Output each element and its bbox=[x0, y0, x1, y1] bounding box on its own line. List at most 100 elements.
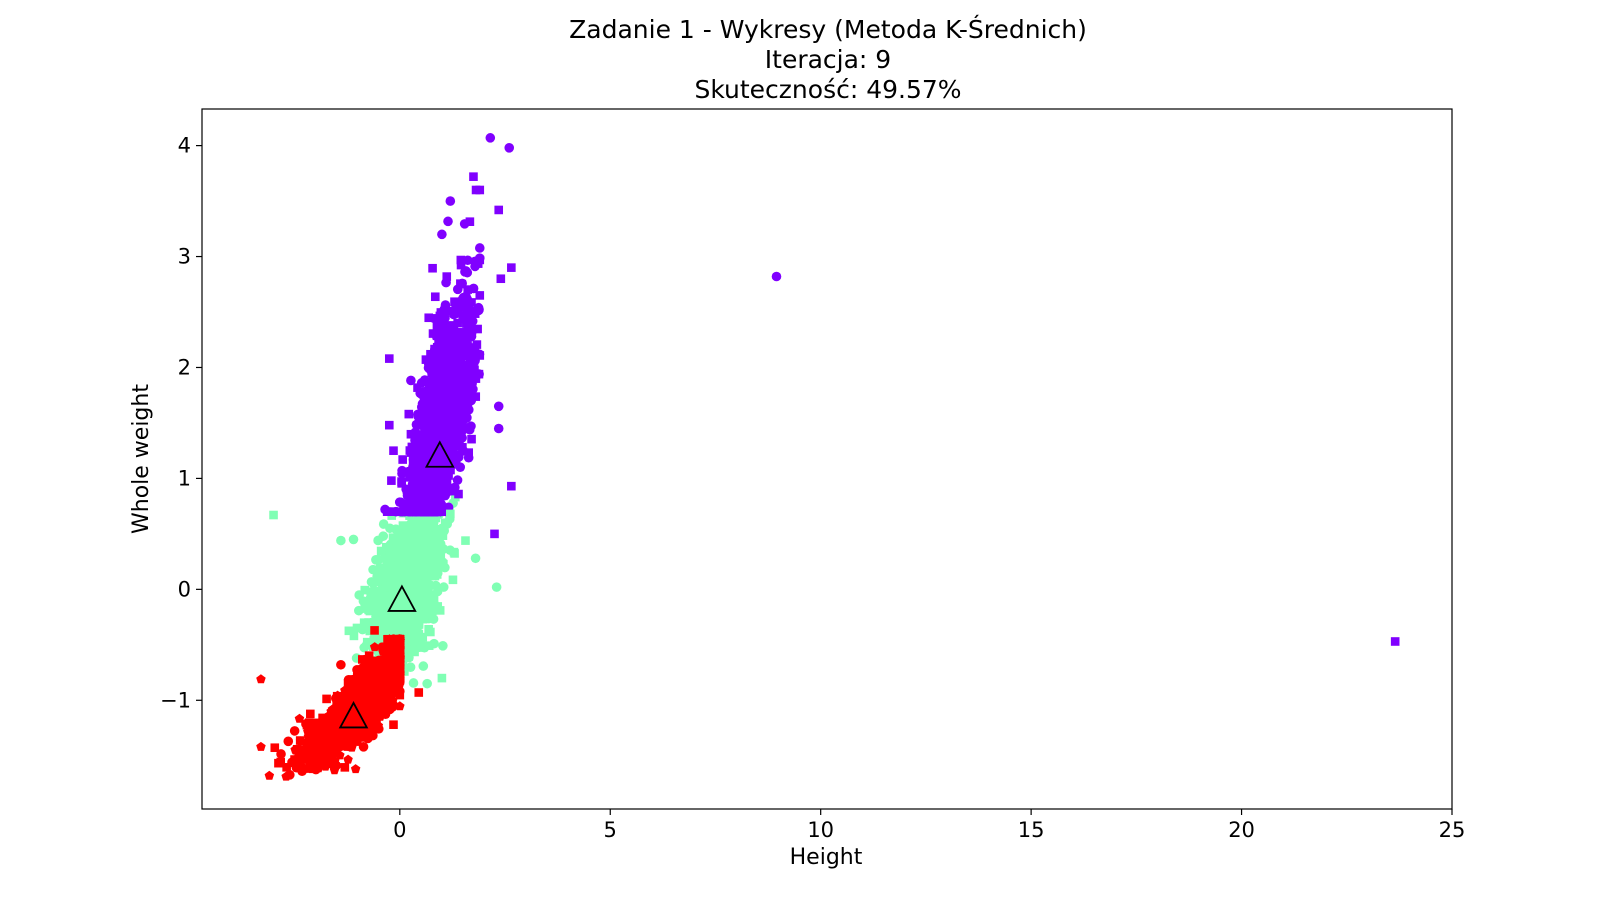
data-point bbox=[408, 593, 418, 602]
data-point bbox=[343, 679, 353, 688]
data-point bbox=[428, 614, 439, 624]
data-point bbox=[395, 507, 404, 516]
data-point bbox=[314, 736, 323, 746]
data-point bbox=[443, 425, 453, 436]
data-point bbox=[438, 436, 447, 445]
data-point bbox=[440, 371, 451, 382]
data-point bbox=[384, 354, 394, 363]
data-point bbox=[444, 364, 455, 374]
data-point bbox=[427, 368, 436, 378]
data-point bbox=[456, 260, 466, 270]
data-point bbox=[433, 602, 443, 611]
data-point bbox=[491, 582, 502, 592]
data-point bbox=[389, 446, 398, 455]
data-point bbox=[460, 351, 470, 361]
data-point bbox=[463, 341, 472, 350]
data-point bbox=[311, 729, 321, 739]
data-point bbox=[348, 534, 359, 545]
data-point bbox=[371, 555, 381, 565]
data-point bbox=[470, 553, 481, 564]
data-point bbox=[432, 331, 442, 341]
data-point bbox=[429, 638, 439, 649]
data-point bbox=[382, 597, 392, 608]
data-point bbox=[389, 685, 400, 696]
data-point bbox=[413, 383, 422, 392]
y-tick-label: 3 bbox=[178, 245, 191, 269]
data-point bbox=[424, 582, 433, 592]
data-point bbox=[475, 291, 485, 300]
data-point bbox=[436, 363, 446, 374]
x-tick-label: 0 bbox=[393, 818, 406, 842]
data-point bbox=[357, 624, 368, 635]
data-point bbox=[395, 656, 405, 666]
data-point bbox=[426, 512, 435, 521]
data-point bbox=[438, 582, 449, 592]
data-point bbox=[470, 309, 480, 318]
data-point bbox=[428, 419, 438, 429]
data-point bbox=[349, 631, 359, 641]
data-point bbox=[413, 643, 423, 652]
data-point bbox=[465, 217, 475, 226]
data-point bbox=[445, 397, 456, 407]
data-point bbox=[460, 332, 471, 343]
data-point bbox=[452, 333, 462, 342]
data-point bbox=[369, 663, 379, 672]
data-point bbox=[276, 749, 286, 759]
data-point bbox=[433, 531, 443, 541]
data-point bbox=[471, 392, 481, 401]
data-point bbox=[400, 558, 410, 567]
data-point bbox=[380, 692, 390, 702]
y-axis-label: Whole weight bbox=[129, 384, 154, 534]
data-point bbox=[304, 734, 315, 745]
data-point bbox=[420, 506, 431, 517]
data-point bbox=[437, 673, 447, 683]
data-point bbox=[406, 375, 416, 386]
data-point bbox=[421, 355, 431, 364]
data-point bbox=[467, 298, 476, 307]
data-point bbox=[460, 382, 470, 392]
data-point bbox=[316, 729, 326, 740]
data-point bbox=[771, 271, 782, 282]
data-point bbox=[426, 627, 435, 637]
data-point bbox=[282, 763, 291, 772]
data-point bbox=[436, 489, 447, 499]
data-point bbox=[389, 645, 399, 654]
data-point bbox=[422, 557, 432, 566]
data-point bbox=[437, 229, 447, 240]
points-layer bbox=[256, 133, 1400, 781]
data-point bbox=[311, 764, 321, 775]
data-point bbox=[493, 423, 504, 434]
data-point bbox=[343, 754, 353, 764]
data-point bbox=[440, 300, 451, 310]
data-point bbox=[458, 442, 467, 452]
data-point bbox=[417, 537, 426, 547]
plot-area-frame bbox=[201, 108, 1453, 810]
data-point bbox=[507, 263, 516, 272]
data-point bbox=[392, 627, 401, 636]
data-point bbox=[394, 497, 405, 507]
data-point bbox=[432, 322, 442, 331]
x-tick-label: 25 bbox=[1439, 818, 1466, 842]
data-point bbox=[397, 479, 406, 488]
data-point bbox=[424, 446, 435, 457]
data-point bbox=[364, 651, 374, 660]
y-tick-label: 4 bbox=[178, 134, 191, 158]
y-tick-label: 1 bbox=[178, 466, 191, 490]
data-point bbox=[402, 572, 412, 581]
centroid-marker bbox=[424, 440, 455, 468]
data-point bbox=[446, 380, 455, 390]
data-point bbox=[328, 738, 338, 747]
data-point bbox=[431, 314, 441, 323]
data-point bbox=[421, 432, 431, 441]
data-point bbox=[295, 736, 305, 745]
data-point bbox=[323, 718, 333, 728]
data-point bbox=[412, 608, 422, 617]
x-tick-label: 20 bbox=[1228, 818, 1255, 842]
data-point bbox=[404, 652, 414, 661]
data-point bbox=[422, 487, 432, 496]
data-point bbox=[352, 696, 361, 706]
data-point bbox=[418, 661, 429, 671]
data-point bbox=[443, 410, 453, 419]
data-point bbox=[386, 660, 396, 670]
data-point bbox=[441, 355, 451, 366]
